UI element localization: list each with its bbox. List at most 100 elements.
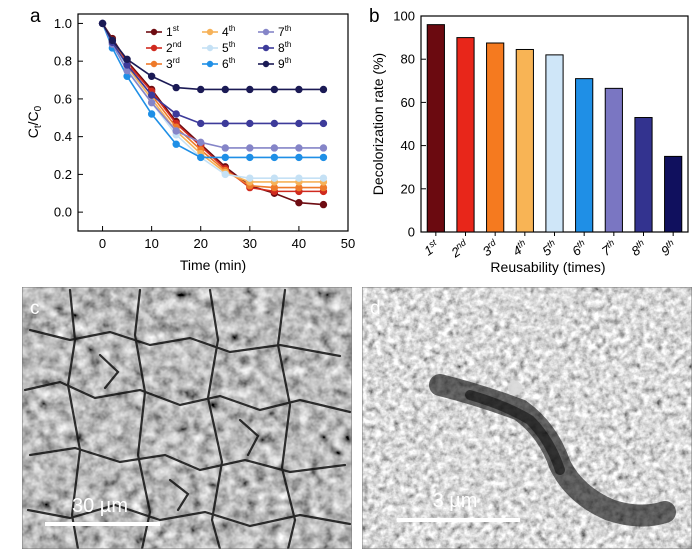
- y-tick-label-b: 60: [401, 95, 415, 110]
- data-point-5th: [319, 174, 328, 182]
- legend-label-base: 5: [222, 41, 229, 55]
- bar-7th: [604, 87, 623, 233]
- bar-2nd: [456, 37, 475, 233]
- y-label-sub-t: t: [33, 125, 44, 128]
- legend-label-base: 9: [278, 57, 285, 71]
- panel-c: c 30 µm: [22, 287, 352, 549]
- bar-8th: [634, 117, 653, 233]
- data-point-7th: [172, 127, 180, 135]
- legend-label-base: 6: [222, 57, 229, 71]
- data-point-8th: [147, 91, 156, 99]
- data-point-9th: [319, 85, 328, 94]
- x-tick-label-b: 8th: [628, 237, 649, 259]
- legend-label-sup: th: [285, 40, 292, 49]
- x-tick-label-a: 50: [341, 236, 355, 251]
- data-point-6th: [319, 153, 328, 162]
- legend-label-sup: th: [229, 40, 236, 49]
- scale-bar-label-c: 30 µm: [72, 495, 128, 517]
- data-point-6th: [172, 140, 180, 148]
- plot-area-a: [77, 13, 349, 232]
- x-tick-label-b: 5th: [539, 237, 560, 259]
- data-point-5th: [246, 174, 254, 182]
- data-point-7th: [221, 144, 229, 152]
- y-label-slash: /C: [25, 111, 41, 125]
- legend-label-3rd: 3rd: [166, 56, 180, 71]
- x-tick-label-b: 6th: [569, 237, 590, 259]
- x-tick-label-sup: th: [545, 237, 557, 250]
- legend-label-sup: rd: [173, 56, 180, 65]
- x-tick-label-b: 3rd: [479, 237, 501, 259]
- bar-1st: [426, 24, 445, 233]
- data-point-6th: [147, 110, 156, 118]
- legend-label-sup: th: [285, 56, 292, 65]
- sem-image-d: d 3 µm: [362, 287, 692, 549]
- x-tick-label-a: 30: [243, 236, 257, 251]
- data-point-9th: [147, 72, 156, 80]
- panel-letter-b: b: [369, 6, 380, 27]
- legend-swatch-marker: [150, 44, 158, 52]
- legend-label-base: 3: [166, 57, 173, 71]
- legend-label-base: 8: [278, 41, 285, 55]
- y-tick-label-a: 1.0: [54, 16, 72, 31]
- legend-label-base: 1: [166, 25, 173, 39]
- y-tick-label-b: 100: [393, 9, 415, 24]
- series-group-a: [98, 19, 328, 209]
- x-axis-label-b: Reusability (times): [490, 259, 605, 275]
- data-point-8th: [221, 119, 229, 128]
- x-tick-label-sup: st: [427, 237, 439, 249]
- legend-label-base: 2: [166, 41, 173, 55]
- y-tick-label-b: 40: [401, 138, 415, 153]
- x-tick-label-a: 10: [144, 236, 158, 251]
- data-point-9th: [172, 83, 180, 92]
- data-point-9th: [123, 55, 131, 63]
- data-point-7th: [270, 144, 279, 152]
- y-tick-label-a: 0.4: [54, 129, 72, 144]
- y-tick-label-b: 80: [401, 52, 415, 67]
- y-label-main: C: [25, 128, 41, 138]
- y-tick-label-a: 0.8: [54, 54, 72, 69]
- data-point-9th: [108, 36, 117, 45]
- panel-d: d 3 µm: [362, 287, 692, 549]
- panel-letter-c: c: [30, 298, 40, 319]
- legend-label-sup: th: [229, 56, 236, 65]
- bar-4th: [515, 48, 534, 233]
- legend-label-sup: th: [285, 24, 292, 33]
- legend-label-sup: nd: [173, 40, 182, 49]
- data-point-6th: [270, 153, 279, 162]
- y-label-sub-0: 0: [33, 105, 44, 111]
- bar-9th: [664, 155, 683, 233]
- scale-bar-d: [397, 518, 520, 522]
- data-point-9th: [221, 85, 229, 94]
- legend-label-1st: 1st: [166, 24, 180, 39]
- data-point-8th: [197, 119, 205, 128]
- data-point-9th: [197, 85, 205, 94]
- scale-bar-label-d: 3 µm: [433, 490, 478, 512]
- y-tick-label-a: 0.6: [54, 91, 72, 106]
- data-point-8th: [319, 119, 328, 128]
- data-point-7th: [147, 98, 156, 107]
- panel-a: a 0 10 20 30 40 500.00.20.40.60.81.0 1st2nd3r…: [25, 6, 355, 273]
- x-tick-label-a: 40: [292, 236, 306, 251]
- x-tick-label-b: 9th: [658, 237, 679, 259]
- data-point-9th: [98, 19, 107, 28]
- y-axis-label-a: Ct/C0: [25, 105, 44, 138]
- data-point-6th: [197, 153, 205, 162]
- y-tick-label-a: 0.2: [54, 167, 72, 182]
- sem-image-c: c 30 µm: [22, 287, 352, 549]
- data-point-9th: [270, 85, 279, 94]
- x-tick-label-b: 1st: [421, 237, 442, 259]
- data-point-5th: [295, 174, 303, 182]
- legend-swatch-marker: [206, 44, 214, 52]
- data-point-9th: [246, 85, 254, 94]
- data-point-7th: [295, 144, 303, 152]
- legend-label-sup: th: [229, 24, 236, 33]
- x-tick-label-sup: th: [634, 237, 646, 250]
- legend-swatch-marker: [150, 60, 158, 68]
- data-point-7th: [197, 138, 205, 147]
- panel-letter-d: d: [370, 298, 381, 319]
- data-point-5th: [221, 170, 229, 179]
- x-tick-label-b: 7th: [598, 237, 619, 259]
- y-tick-label-b: 0: [408, 225, 415, 240]
